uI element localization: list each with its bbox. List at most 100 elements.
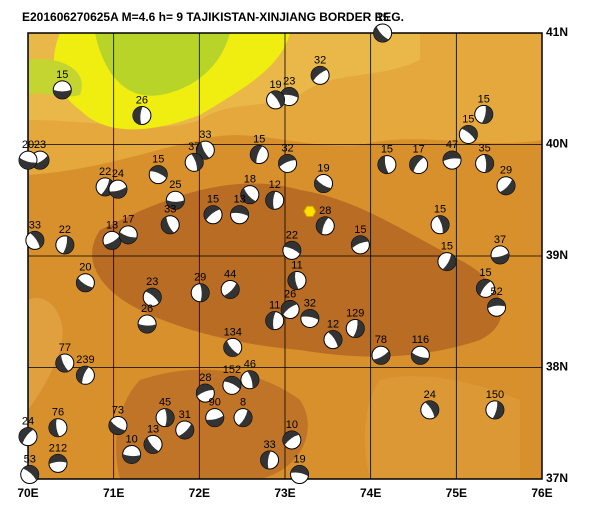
lon-label: 74E (360, 486, 381, 500)
focal-mechanism (160, 215, 180, 235)
lon-label: 76E (531, 486, 552, 500)
ball-quadrant (411, 352, 429, 365)
event-depth: 33 (164, 204, 176, 216)
event-depth: 23 (146, 276, 158, 288)
event-depth: 78 (375, 334, 387, 346)
focal-mechanism (287, 271, 307, 291)
focal-mechanism (310, 65, 330, 85)
ball-quadrant (377, 155, 389, 174)
ball-quadrant (48, 418, 60, 437)
ball-quadrant (437, 215, 450, 234)
ball-quadrant (425, 400, 439, 418)
event-depth: 29 (500, 165, 512, 177)
focal-mechanism (18, 427, 38, 447)
focal-mechanism (265, 190, 285, 210)
ball-quadrant (491, 252, 510, 264)
event-depth: 77 (59, 342, 71, 354)
event-depth: 17 (413, 143, 425, 155)
event-depth: 26 (141, 303, 153, 315)
event-depth: 15 (441, 240, 453, 252)
focal-mechanism (490, 245, 510, 265)
focal-mechanism (314, 174, 334, 194)
ball-quadrant (290, 465, 309, 477)
lon-label: 73E (274, 486, 295, 500)
focal-mechanism (240, 185, 260, 205)
event-depth: 31 (179, 409, 191, 421)
event-depth: 15 (152, 154, 164, 166)
ball-quadrant (311, 66, 328, 82)
focal-mechanism (487, 297, 507, 317)
focal-mechanism (18, 150, 38, 170)
focal-mechanism (55, 235, 75, 255)
ball-quadrant (270, 90, 285, 108)
event-depth: 22 (59, 224, 71, 236)
focal-mechanism (290, 465, 310, 485)
event-depth: 28 (319, 205, 331, 217)
event-depth: 15 (462, 113, 474, 125)
focal-mechanism (485, 400, 505, 420)
ball-quadrant (499, 179, 516, 195)
ball-quadrant (109, 186, 127, 199)
event-depth: 19 (269, 79, 281, 91)
event-depth: 29 (194, 272, 206, 284)
ball-quadrant (373, 26, 389, 42)
ball-quadrant (223, 283, 240, 299)
lon-label: 72E (189, 486, 210, 500)
event-depth: 23 (283, 75, 295, 87)
ball-quadrant (138, 323, 157, 334)
event-depth: 15 (479, 267, 491, 279)
focal-mechanism (122, 444, 142, 464)
focal-mechanism (233, 408, 253, 428)
focal-mechanism (420, 400, 440, 420)
event-depth: 15 (377, 12, 389, 24)
event-depth: 15 (207, 194, 219, 206)
ball-quadrant (223, 340, 239, 357)
event-depth: 12 (327, 319, 339, 331)
ball-quadrant (476, 279, 491, 296)
event-depth: 10 (126, 433, 138, 445)
event-depth: 23 (34, 139, 46, 151)
event-depth: 20 (22, 139, 34, 151)
ball-quadrant (250, 145, 263, 163)
event-depth: 24 (22, 416, 34, 428)
focal-mechanism (118, 225, 138, 245)
event-depth: 212 (49, 442, 67, 454)
focal-mechanism (184, 152, 204, 172)
focal-mechanism (280, 300, 300, 320)
ball-quadrant (316, 216, 329, 235)
ball-quadrant (191, 153, 204, 171)
event-depth: 47 (446, 139, 458, 151)
event-depth: 45 (159, 397, 171, 409)
ball-quadrant (351, 235, 369, 249)
event-depth: 13 (147, 423, 159, 435)
ball-quadrant (23, 465, 39, 481)
focal-mechanism (409, 155, 429, 175)
ball-quadrant (53, 89, 72, 99)
focal-mechanism (371, 345, 391, 365)
focal-mechanism (132, 106, 152, 126)
lat-label: 41N (546, 25, 568, 39)
lon-label: 71E (103, 486, 124, 500)
event-depth: 33 (263, 439, 275, 451)
focal-mechanism (20, 465, 40, 485)
ball-quadrant (481, 105, 493, 124)
ball-quadrant (62, 236, 74, 254)
focal-mechanism (442, 150, 462, 170)
event-depth: 152 (223, 364, 241, 376)
ball-quadrant (353, 319, 365, 338)
event-depth: 19 (317, 162, 329, 174)
event-depth: 52 (490, 286, 502, 298)
event-depth: 73 (112, 404, 124, 416)
event-depth: 10 (286, 419, 298, 431)
focal-mechanism (75, 365, 95, 385)
ball-quadrant (149, 165, 168, 179)
focal-mechanism (48, 453, 68, 473)
ball-quadrant (230, 205, 249, 217)
event-depth: 18 (244, 174, 256, 186)
map-title: E201606270625A M=4.6 h= 9 TAJIKISTAN-XIN… (22, 10, 404, 24)
event-depth: 32 (281, 142, 293, 154)
ball-quadrant (240, 187, 256, 204)
ball-quadrant (199, 283, 210, 302)
ball-quadrant (19, 427, 34, 444)
